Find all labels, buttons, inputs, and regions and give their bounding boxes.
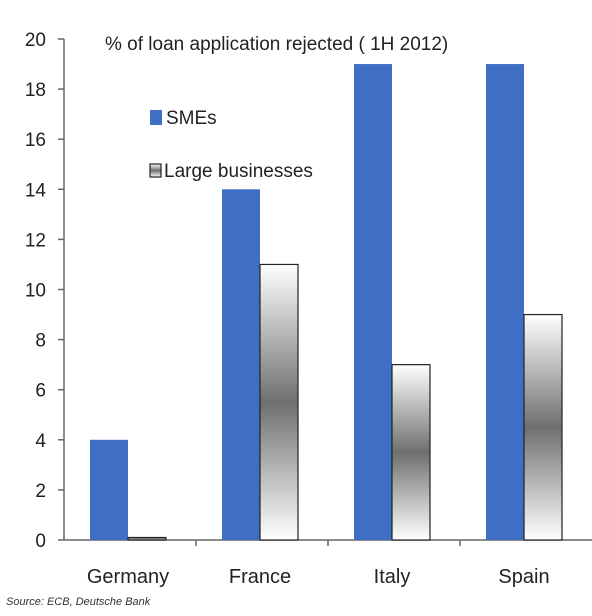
- y-tick-label: 6: [35, 381, 46, 402]
- bar-large-businesses: [523, 313, 563, 541]
- y-tick-label: 16: [25, 130, 46, 151]
- legend: SMEs Large businesses: [149, 108, 313, 182]
- bars: [90, 64, 563, 541]
- bar-large-businesses: [259, 263, 299, 541]
- legend-label-smes: SMEs: [166, 108, 217, 129]
- x-category-label: Germany: [87, 566, 169, 588]
- y-tick-label: 14: [25, 180, 47, 201]
- y-tick-label: 12: [25, 230, 46, 251]
- bar-smes: [222, 189, 260, 541]
- legend-swatch-smes: [150, 110, 162, 125]
- x-category-label: France: [229, 566, 291, 588]
- x-category-label: Italy: [374, 566, 411, 588]
- legend-label-large-businesses: Large businesses: [164, 161, 313, 182]
- bar-smes: [486, 64, 524, 541]
- bar-large-businesses: [127, 536, 167, 541]
- legend-swatch-large-businesses: [149, 163, 162, 178]
- chart-title: % of loan application rejected ( 1H 2012…: [105, 34, 448, 55]
- y-tick-label: 18: [25, 80, 46, 101]
- labels: 0 2 4 6 8 10 12 14 16 18 20 Germany France Italy Spain: [25, 30, 550, 588]
- y-tick-label: 4: [35, 431, 46, 452]
- bar-smes: [90, 439, 128, 540]
- x-category-label: Spain: [498, 566, 549, 588]
- y-tick-label: 10: [25, 281, 46, 302]
- y-tick-label: 2: [35, 481, 46, 502]
- y-tick-label: 8: [35, 331, 46, 352]
- y-tick-label: 0: [35, 531, 46, 552]
- source-note: Source: ECB, Deutsche Bank: [6, 596, 151, 608]
- bar-large-businesses: [391, 364, 431, 541]
- bar-smes: [354, 64, 392, 541]
- y-tick-label: 20: [25, 30, 46, 51]
